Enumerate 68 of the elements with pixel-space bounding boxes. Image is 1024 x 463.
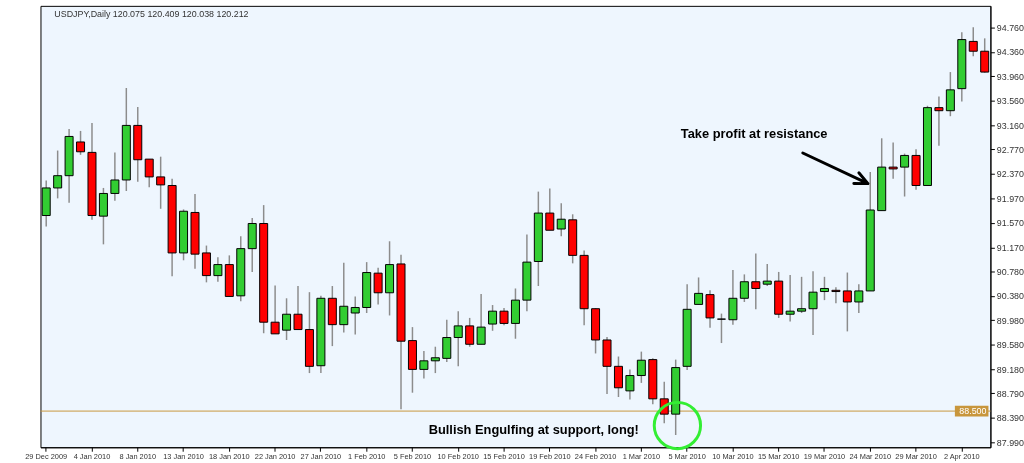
y-tick-label: 92.370 xyxy=(996,169,1024,180)
y-tick-label: 88.790 xyxy=(996,388,1024,399)
candlestick xyxy=(110,151,120,202)
ref-line-label: 88.500 xyxy=(959,406,987,417)
y-tick-label: 89.580 xyxy=(996,340,1024,351)
candlestick xyxy=(762,263,772,287)
candlestick xyxy=(739,273,749,303)
candlestick xyxy=(751,252,761,311)
candlestick xyxy=(156,155,166,210)
candlestick xyxy=(76,130,86,156)
annotation: Take profit at resistance xyxy=(680,126,828,142)
candlestick xyxy=(797,276,807,314)
candlestick xyxy=(819,276,829,301)
candlestick xyxy=(888,141,898,180)
candlestick xyxy=(510,287,520,340)
y-tick-label: 91.570 xyxy=(996,218,1024,229)
candlestick xyxy=(453,310,463,368)
y-tick-label: 91.170 xyxy=(996,242,1024,253)
candlestick xyxy=(545,187,555,231)
candlestick xyxy=(705,289,715,329)
y-tick-label: 89.180 xyxy=(996,364,1024,375)
candlestick xyxy=(488,304,498,332)
candlestick xyxy=(282,297,292,341)
candlestick xyxy=(293,285,303,331)
candlestick xyxy=(728,269,738,326)
candlestick xyxy=(419,350,429,380)
candlestick xyxy=(430,345,440,374)
y-tick-label: 93.560 xyxy=(996,96,1024,107)
candlestick xyxy=(53,149,63,200)
y-tick-label: 87.990 xyxy=(996,437,1024,448)
candlestick xyxy=(831,286,841,304)
candlestick xyxy=(144,158,154,189)
y-tick-label: 94.360 xyxy=(996,47,1024,58)
candlestick xyxy=(213,256,223,283)
candlestick xyxy=(625,368,635,401)
y-tick-label: 88.390 xyxy=(996,413,1024,424)
candlestick xyxy=(842,271,852,333)
candlestick xyxy=(98,187,108,246)
candlestick xyxy=(201,244,211,284)
candlestick xyxy=(476,293,486,346)
candlestick xyxy=(556,202,566,238)
candlestick xyxy=(465,317,475,348)
y-tick-label: 93.960 xyxy=(996,71,1024,82)
candlestick xyxy=(785,274,795,323)
y-tick-label: 90.780 xyxy=(996,266,1024,277)
chart-title: USDJPY,Daily 120.075 120.409 120.038 120.212 xyxy=(54,8,249,19)
candlestick xyxy=(339,261,349,334)
annotation: Bullish Engulfing at support, long! xyxy=(428,422,639,438)
candlestick xyxy=(270,284,280,335)
y-tick-label: 92.770 xyxy=(996,144,1024,155)
candlestick xyxy=(968,26,978,57)
candlestick xyxy=(808,270,818,336)
candlestick xyxy=(900,152,910,198)
candlestick xyxy=(350,295,360,336)
y-tick-label: 94.760 xyxy=(996,22,1024,33)
y-tick-label: 89.980 xyxy=(996,315,1024,326)
candlestick xyxy=(613,355,623,398)
candlestick xyxy=(694,276,704,306)
candlestick xyxy=(442,319,452,363)
y-tick-label: 93.160 xyxy=(996,120,1024,131)
y-tick-label: 90.380 xyxy=(996,291,1024,302)
candlestick xyxy=(854,283,864,314)
y-tick-label: 91.970 xyxy=(996,193,1024,204)
candlestick xyxy=(636,350,646,384)
candlestick xyxy=(373,266,383,306)
candlestick xyxy=(934,95,944,147)
candlestick xyxy=(945,71,955,117)
candlestick xyxy=(716,312,726,344)
